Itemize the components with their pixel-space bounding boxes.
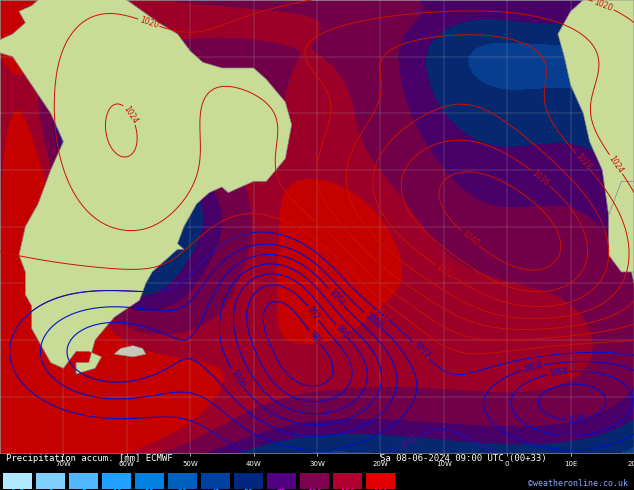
Text: 1000: 1000 — [568, 414, 588, 425]
Text: 10: 10 — [112, 489, 122, 490]
Text: Sa 08-06-2024 09:00 UTC (00+33): Sa 08-06-2024 09:00 UTC (00+33) — [380, 454, 547, 463]
Text: 1020: 1020 — [593, 0, 614, 13]
Text: 0.5: 0.5 — [10, 489, 25, 490]
Polygon shape — [114, 345, 146, 357]
Text: 988: 988 — [307, 329, 323, 346]
Text: 1020: 1020 — [138, 15, 159, 30]
Bar — [36, 473, 65, 489]
Text: 1012: 1012 — [372, 305, 392, 324]
Text: Precipitation accum. [mm] ECMWF: Precipitation accum. [mm] ECMWF — [6, 454, 173, 463]
Bar — [333, 473, 362, 489]
Text: 1000: 1000 — [228, 368, 246, 389]
Text: 1028: 1028 — [574, 151, 593, 172]
Text: 992: 992 — [305, 305, 321, 322]
Text: 200: 200 — [373, 489, 387, 490]
Bar — [234, 473, 263, 489]
Text: 75: 75 — [276, 489, 287, 490]
Text: 1016: 1016 — [338, 259, 358, 279]
Bar — [135, 473, 164, 489]
Text: 20: 20 — [145, 489, 155, 490]
Text: 1004: 1004 — [327, 287, 346, 307]
Text: 996: 996 — [333, 323, 350, 340]
Text: 1012: 1012 — [398, 434, 419, 451]
Text: 100: 100 — [307, 489, 321, 490]
Bar — [300, 473, 329, 489]
Bar — [168, 473, 197, 489]
Bar — [366, 473, 395, 489]
Text: 1040: 1040 — [460, 229, 480, 248]
Bar — [267, 473, 296, 489]
Text: 1024: 1024 — [607, 154, 625, 175]
Polygon shape — [609, 181, 634, 272]
Polygon shape — [558, 0, 634, 283]
Text: 30: 30 — [178, 489, 188, 490]
Text: ©weatheronline.co.uk: ©weatheronline.co.uk — [527, 479, 628, 488]
Text: 1004: 1004 — [548, 367, 569, 378]
Text: 1008: 1008 — [363, 310, 383, 330]
Text: 5: 5 — [81, 489, 86, 490]
Polygon shape — [0, 0, 292, 374]
Bar — [69, 473, 98, 489]
Text: 150: 150 — [340, 489, 354, 490]
Bar — [201, 473, 230, 489]
Text: 1008: 1008 — [523, 361, 544, 374]
Text: 2: 2 — [48, 489, 53, 490]
Text: 1012: 1012 — [398, 434, 419, 451]
Text: 1036: 1036 — [530, 168, 551, 188]
Text: 40: 40 — [210, 489, 221, 490]
Bar — [3, 473, 32, 489]
Text: 50: 50 — [243, 489, 254, 490]
Text: 1024: 1024 — [122, 104, 139, 125]
Text: 1032: 1032 — [434, 262, 455, 280]
Text: 1012: 1012 — [411, 341, 431, 361]
Bar — [102, 473, 131, 489]
